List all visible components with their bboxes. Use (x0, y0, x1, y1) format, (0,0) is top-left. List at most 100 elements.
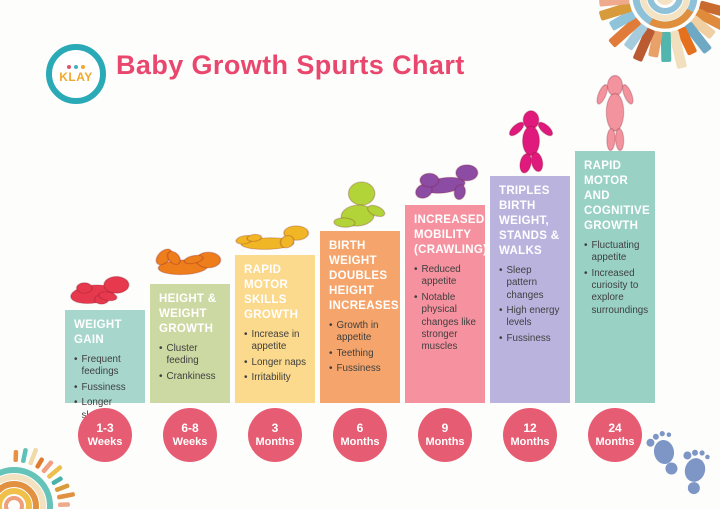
bullet-dot: • (74, 397, 78, 409)
baby-illustration-newborn-curled (69, 276, 130, 305)
bullet-dot: • (329, 319, 333, 331)
age-badge-line2: Months (595, 435, 635, 448)
age-badge-line1: 12 (523, 420, 537, 435)
bullet-dot: • (74, 353, 78, 365)
bullet-dot: • (414, 263, 418, 275)
milestone-sign: • Reduced appetite (414, 264, 478, 289)
bullet-dot: • (499, 332, 503, 344)
bullet-dot: • (329, 347, 333, 359)
milestone-sign: • Fluctuating appetite (584, 240, 648, 265)
baby-illustration-sitting (333, 181, 386, 228)
age-badge: 12 Months (503, 408, 557, 462)
baby-illustration-jumping (508, 110, 554, 174)
milestone-sign-text: Crankiness (166, 370, 216, 382)
milestone-sign-text: Sleep pattern changes (506, 264, 544, 301)
logo-dots (67, 64, 85, 69)
bullet-dot: • (329, 363, 333, 375)
bullet-dot: • (244, 328, 248, 340)
age-badge-line2: Months (255, 435, 295, 448)
age-badge: 1-3 Weeks (78, 408, 132, 462)
milestone-sign: • High energy levels (499, 305, 563, 330)
age-badge-line2: Months (340, 435, 380, 448)
milestone-sign-text: Longer naps (251, 356, 306, 368)
milestone-sign-text: Reduced appetite (421, 263, 461, 288)
milestone-sign: • Teething (329, 348, 393, 361)
milestone-sign-text: Increase in appetite (251, 328, 300, 353)
sunburst-decoration-bottom-left (0, 447, 75, 509)
milestone-sign-text: Frequent feedings (81, 353, 121, 378)
age-badge: 9 Months (418, 408, 472, 462)
milestone-title: WEIGHT GAIN (74, 319, 122, 346)
milestone-column: INCREASED MOBILITY (CRAWLING) • Reduced ap… (405, 205, 488, 403)
age-badge-line2: Months (510, 435, 550, 448)
milestone-title: RAPID MOTOR AND COGNITIVE GROWTH (584, 160, 650, 232)
age-badge: 6-8 Weeks (163, 408, 217, 462)
milestone-column: WEIGHT GAIN • Frequent feedings • Fussiness •… (65, 310, 145, 421)
milestone-sign: • Sleep pattern changes (499, 265, 563, 302)
bullet-dot: • (244, 356, 248, 368)
page-title: Baby Growth Spurts Chart (116, 50, 465, 80)
milestone-sign-text: Irritability (251, 372, 291, 384)
milestone-sign: • Longer naps (244, 357, 308, 370)
milestone-sign-text: Notable physical changes like stronger m… (421, 291, 476, 353)
age-badge-line1: 9 (441, 420, 449, 435)
milestone-column: RAPID MOTOR SKILLS GROWTH • Increase in ap… (235, 255, 315, 403)
baby-illustration-crawling (414, 164, 479, 201)
milestone-sign: • Fussiness (329, 363, 393, 376)
baby-illustration-standing (596, 74, 634, 152)
milestone-title: RAPID MOTOR SKILLS GROWTH (244, 264, 299, 321)
bullet-dot: • (584, 239, 588, 251)
age-badge-line1: 24 (608, 420, 622, 435)
bullet-dot: • (414, 291, 418, 303)
milestone-sign: • Increase in appetite (244, 329, 308, 354)
milestone-sign: • Growth in appetite (329, 320, 393, 345)
milestone-sign-text: Fussiness (336, 363, 381, 375)
age-badge: 24 Months (588, 408, 642, 462)
milestone-sign-text: High energy levels (506, 305, 560, 329)
age-badge-line1: 6-8 (181, 420, 199, 435)
milestone-column: TRIPLES BIRTH WEIGHT, STANDS & WALKS • Sle… (490, 176, 570, 403)
bullet-dot: • (499, 264, 503, 276)
milestone-title: HEIGHT & WEIGHT GROWTH (159, 293, 217, 335)
milestone-sign: • Frequent feedings (74, 354, 138, 379)
milestone-column: HEIGHT & WEIGHT GROWTH • Cluster feeding • C… (150, 284, 230, 403)
milestone-title: BIRTH WEIGHT DOUBLES HEIGHT INCREASES (329, 240, 399, 312)
brand-logo-text: KLAY (59, 69, 93, 84)
milestone-sign-text: Fussiness (81, 381, 126, 393)
baby-illustration-lying-on-back (155, 248, 222, 276)
milestone-sign: • Fussiness (499, 333, 563, 346)
milestone-title: TRIPLES BIRTH WEIGHT, STANDS & WALKS (499, 185, 560, 257)
sunburst-decoration-top-right (598, 0, 720, 69)
bullet-dot: • (74, 381, 78, 393)
bullet-dot: • (244, 372, 248, 384)
milestone-sign: • Irritability (244, 372, 308, 385)
baby-footprints-icon (646, 431, 710, 495)
age-badge-line1: 3 (271, 420, 279, 435)
age-badge-line2: Months (425, 435, 465, 448)
age-badge: 6 Months (333, 408, 387, 462)
milestone-column: RAPID MOTOR AND COGNITIVE GROWTH • Fluctua… (575, 151, 655, 403)
age-badge-line2: Weeks (172, 435, 208, 448)
milestone-sign-text: Teething (336, 347, 374, 359)
milestone-title: INCREASED MOBILITY (CRAWLING) (414, 214, 488, 256)
milestone-sign: • Notable physical changes like stronger … (414, 292, 478, 354)
bullet-dot: • (584, 267, 588, 279)
milestone-sign: • Crankiness (159, 371, 223, 384)
bullet-dot: • (159, 370, 163, 382)
milestone-column: BIRTH WEIGHT DOUBLES HEIGHT INCREASES • Gr… (320, 231, 400, 403)
age-badge-line1: 1-3 (96, 420, 114, 435)
bullet-dot: • (499, 305, 503, 316)
age-badge-line1: 6 (356, 420, 364, 435)
brand-logo: KLAY (46, 44, 106, 104)
baby-illustration-tummy-time (235, 225, 310, 250)
milestone-sign-text: Growth in appetite (336, 319, 379, 344)
milestone-sign-text: Fussiness (506, 332, 551, 344)
milestone-sign: • Cluster feeding (159, 343, 223, 368)
age-badge-line2: Weeks (87, 435, 123, 448)
milestone-sign: • Increased curiosity to explore surround… (584, 268, 648, 318)
bullet-dot: • (159, 342, 163, 354)
milestone-sign-text: Cluster feeding (166, 342, 199, 367)
milestone-sign-text: Increased curiosity to explore surroundi… (591, 267, 649, 316)
milestone-sign-text: Fluctuating appetite (591, 239, 640, 264)
